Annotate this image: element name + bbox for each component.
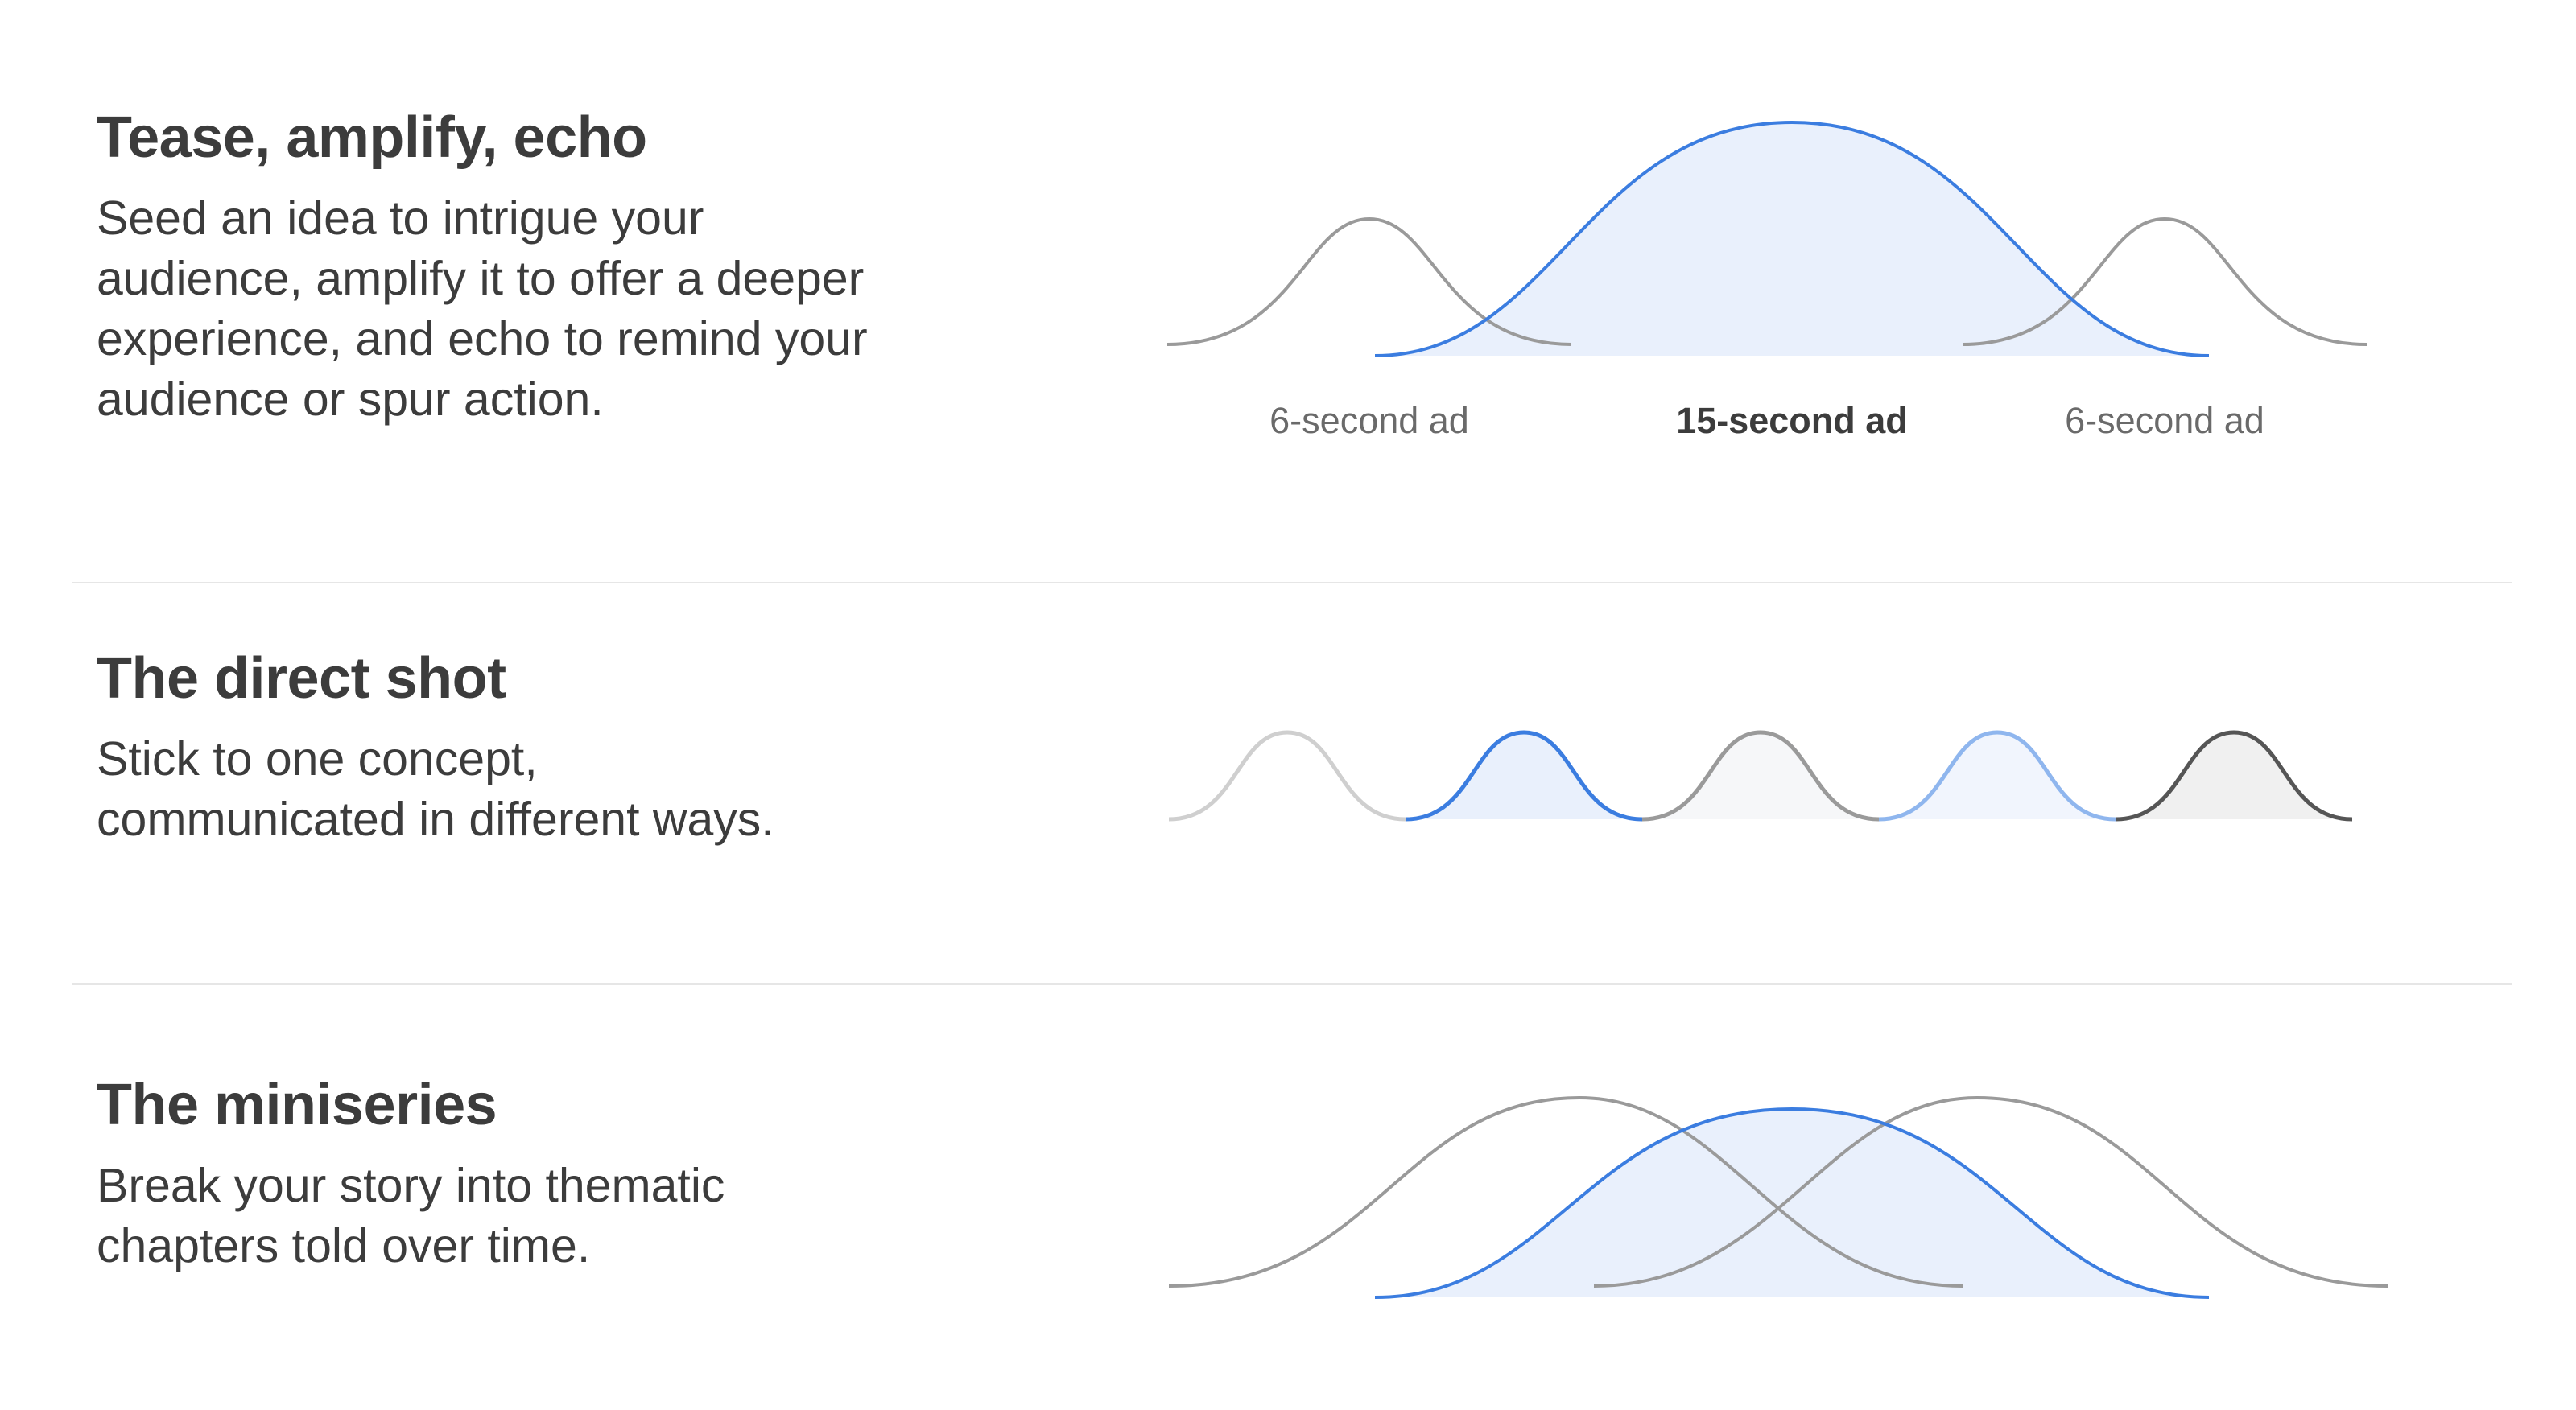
section-description: Seed an idea to intrigue your audience, …: [97, 192, 868, 426]
bump-4-fill: [1879, 732, 2116, 819]
bump-4: [1878, 730, 2116, 822]
direct-shot-diagram: [1168, 730, 2353, 822]
episode-2: [1374, 1107, 2210, 1299]
section-divider: [72, 582, 2512, 583]
bump-1: [1168, 730, 1406, 822]
section-text: The miniseries Break your story into the…: [97, 1070, 982, 1276]
curve-6-second-right: [1962, 216, 2368, 346]
section-heading: The direct shot: [97, 646, 506, 711]
bump-2: [1405, 730, 1643, 822]
bump-5: [2115, 730, 2353, 822]
curve-15-second: [1374, 120, 2210, 357]
label-6-second-ad-right: 6-second ad: [2065, 400, 2264, 441]
section-heading: The miniseries: [97, 1073, 497, 1137]
label-15-second-ad: 15-second ad: [1676, 400, 1908, 441]
bump-2-fill: [1406, 732, 1642, 819]
curve-15-second-fill: [1375, 122, 2209, 356]
episode-3: [1593, 1095, 2388, 1288]
miniseries-diagram: [1168, 1095, 2388, 1299]
label-6-second-ad-left: 6-second ad: [1269, 400, 1469, 441]
section-description: Stick to one concept, communicated in di…: [97, 732, 774, 846]
bump-5-fill: [2116, 732, 2352, 819]
episode-2-fill: [1375, 1109, 2209, 1297]
section-heading: Tease, amplify, echo: [97, 105, 647, 170]
bump-3: [1641, 730, 1880, 822]
section-divider: [72, 983, 2512, 985]
section-text: The direct shot Stick to one concept, co…: [97, 644, 982, 850]
section-description: Break your story into thematic chapters …: [97, 1159, 725, 1272]
tease-amplify-echo-diagram: 6-second ad 15-second ad 6-second ad: [1166, 120, 2368, 441]
section-text: Tease, amplify, echo Seed an idea to int…: [97, 103, 982, 430]
curve-6-second-left: [1166, 216, 1572, 346]
bump-3-fill: [1642, 732, 1879, 819]
episode-1: [1168, 1095, 1963, 1288]
